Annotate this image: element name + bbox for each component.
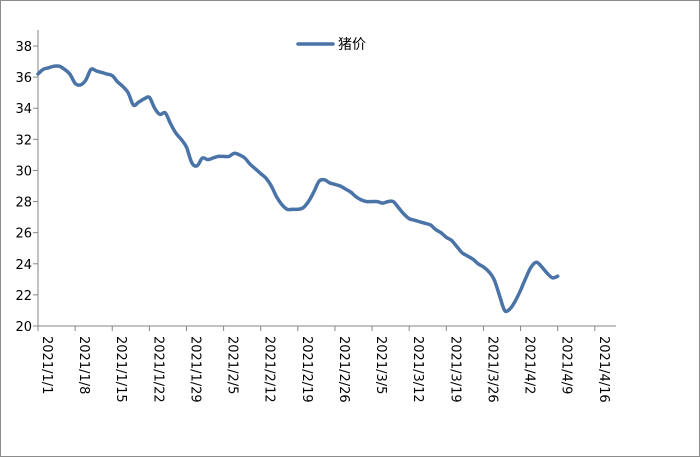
y-tick-label: 22 bbox=[15, 289, 32, 304]
y-axis: 20 22 24 26 28 30 32 34 36 38 bbox=[15, 30, 39, 335]
y-tick-label: 34 bbox=[15, 102, 32, 117]
y-tick-label: 28 bbox=[15, 196, 32, 211]
y-tick-label: 36 bbox=[15, 71, 32, 86]
y-tick-label: 20 bbox=[15, 320, 32, 335]
x-tick-label: 2021/2/5 bbox=[225, 336, 240, 394]
y-tick-label: 26 bbox=[15, 227, 32, 242]
x-tick-label: 2021/3/26 bbox=[484, 336, 499, 403]
x-tick-label: 2021/4/2 bbox=[522, 336, 537, 394]
x-axis: 2021/1/1 2021/1/8 2021/1/15 2021/1/22 2021/1… bbox=[37, 325, 616, 403]
x-tick-label: 2021/2/26 bbox=[336, 336, 351, 403]
x-tick-label: 2021/1/15 bbox=[113, 336, 128, 403]
y-tick-label: 30 bbox=[15, 164, 32, 179]
x-tick-label: 2021/3/19 bbox=[447, 336, 462, 403]
x-tick-label: 2021/2/12 bbox=[262, 336, 277, 403]
y-tick-label: 38 bbox=[15, 40, 32, 55]
series-line bbox=[36, 64, 560, 314]
y-tick-label: 32 bbox=[15, 133, 32, 148]
x-tick-label: 2021/3/5 bbox=[373, 336, 388, 394]
x-tick-label: 2021/3/12 bbox=[410, 336, 425, 403]
legend: 猪价 bbox=[296, 37, 366, 53]
legend-label: 猪价 bbox=[338, 37, 366, 53]
y-tick-label: 24 bbox=[15, 258, 32, 273]
x-tick-label: 2021/1/8 bbox=[76, 336, 91, 394]
x-tick-label: 2021/4/16 bbox=[596, 336, 611, 403]
x-tick-label: 2021/1/22 bbox=[150, 336, 165, 403]
x-tick-label: 2021/1/29 bbox=[187, 336, 202, 403]
plot-area bbox=[36, 64, 560, 314]
x-tick-label: 2021/1/1 bbox=[39, 336, 54, 394]
x-tick-label: 2021/4/9 bbox=[559, 336, 574, 394]
x-tick-label: 2021/2/19 bbox=[299, 336, 314, 403]
